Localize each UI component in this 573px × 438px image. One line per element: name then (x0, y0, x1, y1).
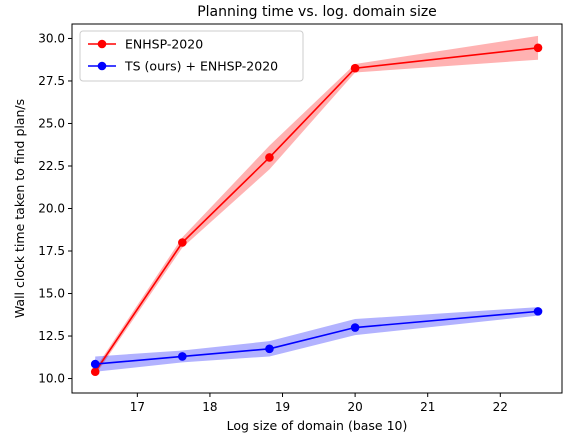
series-points (90, 43, 543, 377)
x-tick-label-1: 18 (202, 400, 217, 414)
y-tick-label-4: 20.0 (38, 202, 65, 216)
y-tick-label-0: 10.0 (38, 372, 65, 386)
y-axis-label: Wall clock time taken to find plan/s (12, 99, 27, 318)
point-series-1-4 (533, 307, 543, 316)
legend-marker-0 (97, 39, 107, 49)
y-tick-label-3: 17.5 (38, 244, 65, 258)
point-series-1-1 (178, 352, 187, 361)
y-tick-label-8: 30.0 (38, 31, 65, 45)
y-tick-label-5: 22.5 (38, 159, 65, 173)
point-series-0-4 (533, 43, 543, 53)
point-series-0-1 (178, 238, 187, 247)
confidence-bands (95, 35, 539, 376)
x-tick-label-0: 17 (130, 400, 145, 414)
band-series-0 (95, 35, 539, 376)
band-series-1 (95, 307, 539, 372)
y-tick-label-6: 25.0 (38, 116, 65, 130)
x-tick-label-4: 21 (420, 400, 435, 414)
series-lines (94, 47, 539, 373)
y-axis-ticks: 10.0 12.5 15.0 17.5 20.0 22.5 25.0 27.5 30.0 (38, 31, 72, 386)
legend: ENHSP-2020 TS (ours) + ENHSP-2020 (79, 30, 304, 82)
point-series-0-2 (265, 153, 274, 162)
point-series-0-3 (350, 63, 360, 73)
y-tick-label-1: 12.5 (38, 329, 65, 343)
y-tick-label-2: 15.0 (38, 287, 65, 301)
x-tick-label-2: 19 (275, 400, 290, 414)
legend-marker-1 (97, 61, 107, 71)
x-tick-label-5: 22 (493, 400, 508, 414)
y-tick-label-7: 27.5 (38, 74, 65, 88)
legend-box (79, 30, 304, 82)
x-axis-ticks: 17 18 19 20 21 22 (130, 393, 508, 414)
x-tick-label-3: 20 (347, 400, 362, 414)
chart-title: Planning time vs. log. domain size (197, 4, 437, 20)
point-series-1-3 (350, 323, 360, 332)
point-series-1-2 (265, 344, 274, 354)
legend-label-1: TS (ours) + ENHSP-2020 (124, 59, 278, 74)
point-series-1-0 (90, 359, 100, 369)
legend-label-0: ENHSP-2020 (125, 37, 203, 52)
line-series-0 (94, 47, 539, 373)
point-series-0-0 (90, 367, 100, 377)
x-axis-label: Log size of domain (base 10) (227, 418, 408, 433)
